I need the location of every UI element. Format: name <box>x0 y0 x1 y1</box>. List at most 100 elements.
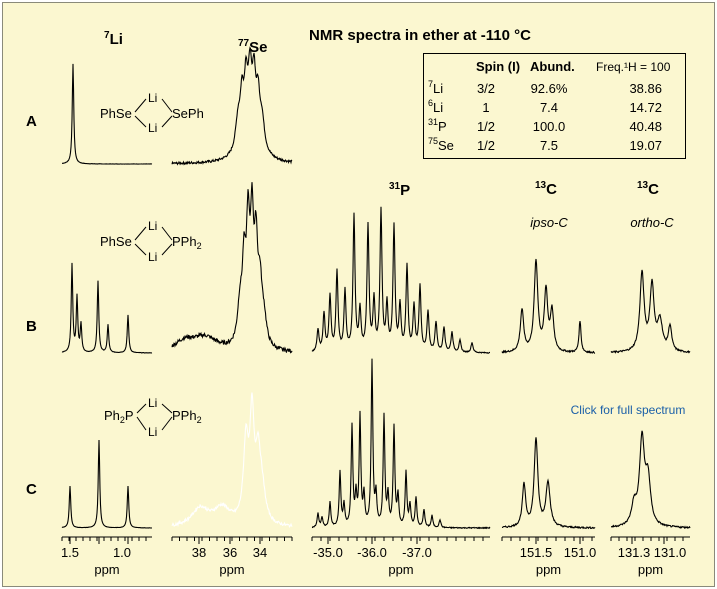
header-c13-ortho: 13C ortho-C <box>630 180 674 230</box>
axis-li: 1.5 1.0 ppm <box>61 536 152 577</box>
row-label-b: B <box>26 318 37 335</box>
spectrum-b-p31 <box>311 206 490 354</box>
axis-se-tick-label: 36 <box>223 545 237 560</box>
spectrum-b-se77 <box>171 182 293 354</box>
svg-text:Li: Li <box>148 250 157 264</box>
spectrum-a-se77 <box>171 46 293 166</box>
spectrum-c-li7 <box>61 439 152 529</box>
svg-text:PPh2: PPh2 <box>172 234 202 251</box>
isotope-table: Spin (I) Abund. Freq.¹H = 100 7Li 3/2 92.6… <box>423 53 686 159</box>
spectrum-a-li7 <box>62 63 153 165</box>
svg-text:Li: Li <box>148 91 157 105</box>
svg-text:PhSe: PhSe <box>100 106 132 121</box>
table-cell-abund: 100.0 <box>533 119 566 134</box>
svg-text:Li: Li <box>148 219 157 233</box>
spectrum-c-p31 <box>311 358 491 530</box>
svg-text:Li: Li <box>148 396 157 410</box>
header-c13b-mass: 13 <box>637 180 649 191</box>
header-c13a-sub: ipso-C <box>530 215 568 230</box>
axis-p-tick-label: -35.0 <box>313 545 343 560</box>
header-li7-el: Li <box>110 31 123 48</box>
table-cell-spin: 1 <box>482 100 489 115</box>
table-cell-spin: 3/2 <box>477 81 495 96</box>
table-cell-freq: 38.86 <box>629 81 662 96</box>
axis-cb-tick-label: 131.3 <box>618 545 651 560</box>
table-header-freq: Freq.¹H = 100 <box>596 60 671 74</box>
axis-se-unit: ppm <box>219 562 244 577</box>
table-cell-freq: 19.07 <box>629 138 662 153</box>
header-p31: 31P <box>389 181 410 199</box>
row-label-a: A <box>26 113 37 130</box>
axis-p: -35.0 -36.0 -37.0 ppm <box>311 536 490 577</box>
svg-text:31P: 31P <box>389 181 410 199</box>
table-row-nucleus: 75Se <box>428 136 454 153</box>
table-row-nucleus: 7Li <box>428 79 443 96</box>
svg-text:13C: 13C <box>535 180 557 198</box>
spectrum-b-c13-ortho <box>610 269 691 354</box>
table-cell-spin: 1/2 <box>477 138 495 153</box>
table-row-nucleus: 31P <box>428 117 447 134</box>
spectrum-b-li7 <box>61 262 153 354</box>
svg-text:PPh2: PPh2 <box>172 408 202 425</box>
structure-b: PhSe PPh2 Li Li <box>100 219 202 264</box>
table-header-abund: Abund. <box>530 59 575 74</box>
axis-li-tick-label: 1.0 <box>113 545 131 560</box>
table-cell-freq: 40.48 <box>629 119 662 134</box>
header-c13b-sub: ortho-C <box>630 215 674 230</box>
header-se77: 77Se <box>238 38 267 56</box>
structure-a: PhSe SePh Li Li <box>100 91 204 135</box>
figure-title: NMR spectra in ether at -110 °C <box>309 27 531 44</box>
axis-p-tick-label: -37.0 <box>402 545 432 560</box>
spectrum-c-c13-ortho <box>611 430 691 530</box>
structure-c: Ph2P PPh2 Li Li <box>104 396 202 439</box>
axis-ca-tick-label: 151.5 <box>520 545 553 560</box>
isotope-table-grid: Spin (I) Abund. Freq.¹H = 100 7Li 3/2 92.6… <box>428 59 671 153</box>
axis-p-tick-label: -36.0 <box>357 545 387 560</box>
header-se77-mass: 77 <box>238 38 250 49</box>
axis-se-tick-label: 38 <box>192 545 206 560</box>
axis-cb-unit: ppm <box>638 562 663 577</box>
table-cell-freq: 14.72 <box>629 100 662 115</box>
svg-text:SePh: SePh <box>172 106 204 121</box>
svg-text:Li: Li <box>148 425 157 439</box>
table-cell-spin: 1/2 <box>477 119 495 134</box>
axis-li-unit: ppm <box>94 562 119 577</box>
axis-se-tick-label: 34 <box>253 545 267 560</box>
header-c13a-mass: 13 <box>535 180 547 191</box>
full-spectrum-link[interactable]: Click for full spectrum <box>571 403 686 417</box>
svg-text:Ph2P: Ph2P <box>104 408 134 425</box>
spectrum-c-c13-ipso <box>501 437 596 530</box>
spectrum-b-c13-ipso <box>501 258 596 354</box>
header-se77-el: Se <box>249 39 267 56</box>
header-c13a-el: C <box>546 181 557 198</box>
header-li7: 7Li <box>104 30 123 48</box>
header-p31-mass: 31 <box>389 181 401 192</box>
table-cell-abund: 92.6% <box>531 81 568 96</box>
axis-ca-tick-label: 151.0 <box>564 545 597 560</box>
spectra <box>61 46 691 530</box>
svg-text:Li: Li <box>148 121 157 135</box>
table-cell-abund: 7.5 <box>540 138 558 153</box>
header-c13-ipso: 13C ipso-C <box>530 180 568 230</box>
spectrum-c-se77 <box>171 392 293 528</box>
axis-cb-tick-label: 131.0 <box>654 545 687 560</box>
axis-se: 38 36 34 ppm <box>171 536 293 577</box>
table-cell-abund: 7.4 <box>540 100 558 115</box>
axis-p-unit: ppm <box>388 562 413 577</box>
svg-text:13C: 13C <box>637 180 659 198</box>
header-c13b-el: C <box>648 181 659 198</box>
header-li7-mass: 7 <box>104 30 110 41</box>
header-p31-el: P <box>400 182 410 199</box>
row-label-c: C <box>26 481 37 498</box>
table-header-spin: Spin (I) <box>476 59 520 74</box>
table-row-nucleus: 6Li <box>428 98 443 115</box>
svg-text:7Li: 7Li <box>104 30 123 48</box>
axis-li-tick-label: 1.5 <box>61 545 79 560</box>
axis-cb: 131.3 131.0 ppm <box>610 536 690 577</box>
axis-ca-unit: ppm <box>536 562 561 577</box>
svg-text:77Se: 77Se <box>238 38 267 56</box>
svg-text:PhSe: PhSe <box>100 234 132 249</box>
